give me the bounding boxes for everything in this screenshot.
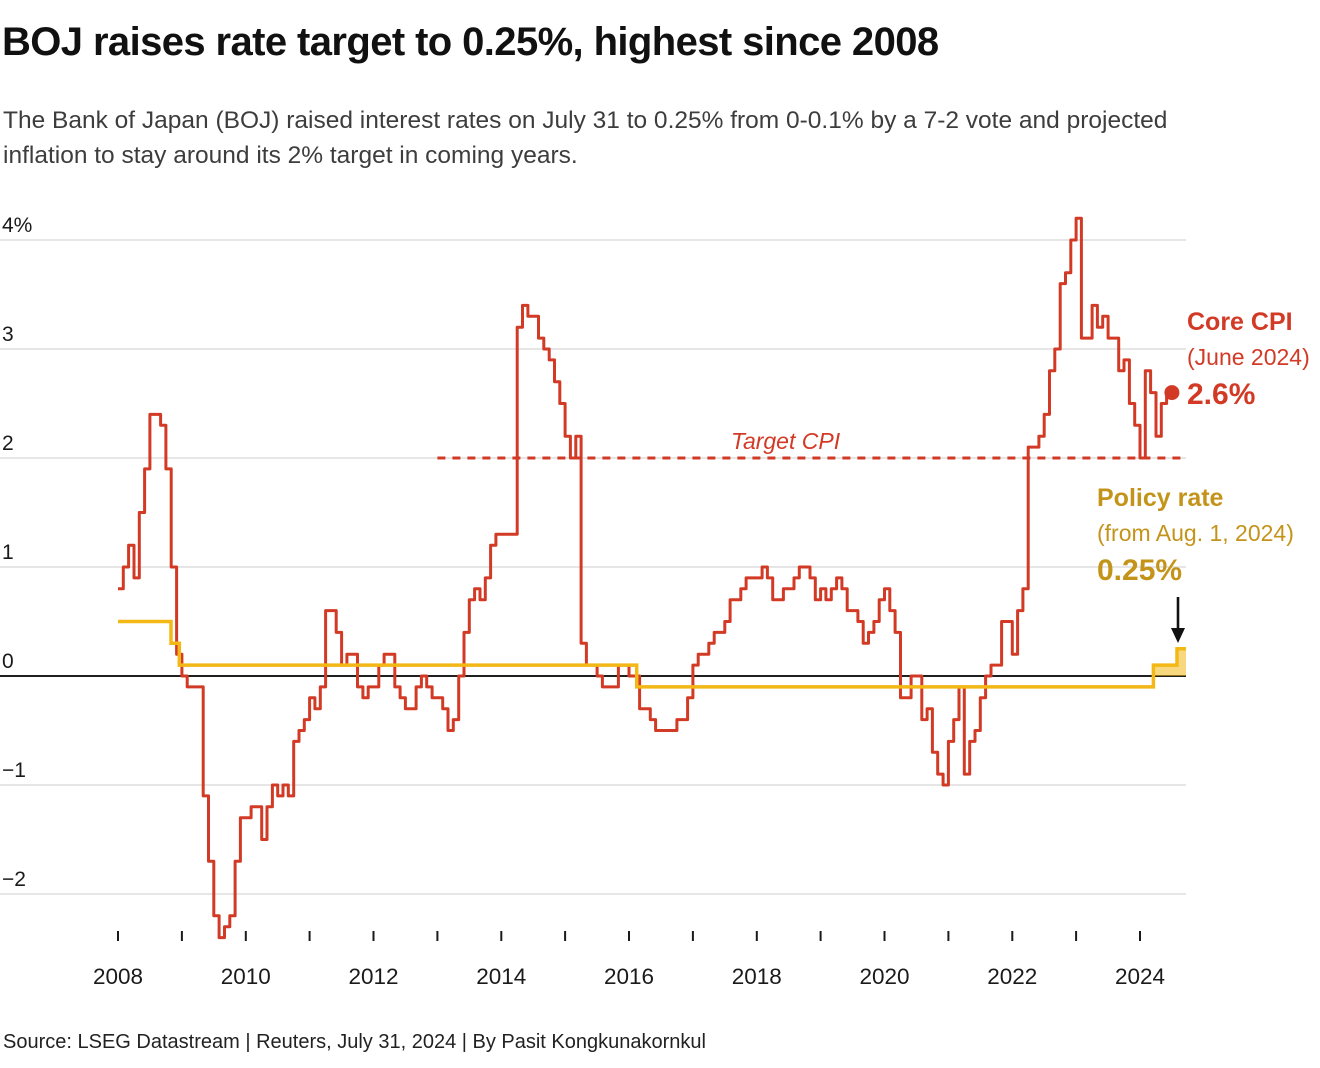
policy-rate-fill [1153,648,1186,676]
core-cpi-end-dot [1164,385,1180,401]
y-axis-label: −2 [2,868,26,891]
core-cpi-annotation: Core CPI (June 2024) 2.6% [1187,309,1310,411]
core-cpi-annotation-period: (June 2024) [1187,344,1310,371]
y-axis-label: 1 [2,541,14,564]
policy-rate-annotation-value: 0.25% [1097,554,1183,588]
policy-rate-annotation-title: Policy rate [1097,484,1224,512]
policy-rate-annotation-period: (from Aug. 1, 2024) [1097,520,1294,547]
page-title: BOJ raises rate target to 0.25%, highest… [2,20,939,64]
x-axis-label: 2022 [987,964,1037,989]
core-cpi-line [118,216,1172,940]
x-axis-label: 2016 [604,964,654,989]
core-cpi-annotation-value: 2.6% [1187,378,1256,412]
y-axis-label: −1 [2,759,26,782]
y-axis-label: 3 [2,323,14,346]
x-axis-label: 2012 [348,964,398,989]
source-attribution: Source: LSEG Datastream | Reuters, July … [3,1031,706,1053]
x-axis-label: 2018 [732,964,782,989]
policy-rate-annotation: Policy rate (from Aug. 1, 2024) 0.25% [1097,485,1294,587]
core-cpi-annotation-title: Core CPI [1187,308,1293,336]
x-axis-label: 2020 [859,964,909,989]
policy-rate-line [118,619,1186,689]
policy-arrow-head [1171,628,1185,643]
x-axis-label: 2008 [93,964,143,989]
y-axis-label: 2 [2,432,14,455]
y-axis-label: 0 [2,650,14,673]
x-axis-label: 2024 [1115,964,1165,989]
x-axis-label: 2014 [476,964,526,989]
y-axis-label: 4% [2,214,32,237]
target-cpi-label: Target CPI [731,428,841,454]
x-axis-label: 2010 [221,964,271,989]
page-subtitle: The Bank of Japan (BOJ) raised interest … [3,107,1168,170]
